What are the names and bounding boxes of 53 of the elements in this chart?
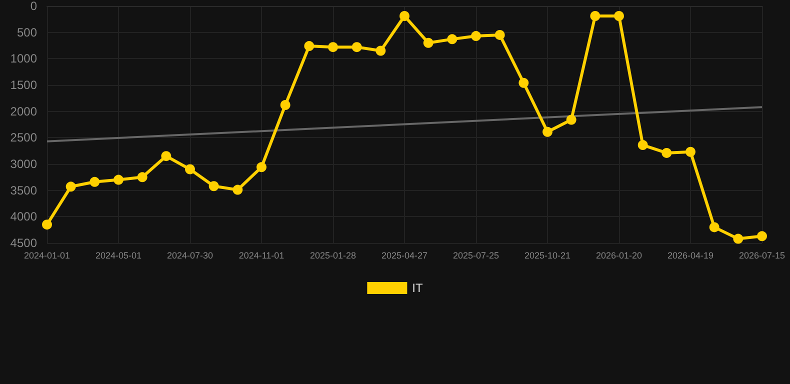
x-tick-label: 2025-01-28 [310, 250, 356, 260]
x-tick-label: 2025-07-25 [452, 250, 500, 260]
point [757, 231, 767, 242]
point [686, 146, 696, 157]
point [638, 140, 648, 150]
point [304, 41, 314, 52]
point [566, 114, 576, 125]
x-tick-label: 2026-04-19 [667, 250, 714, 260]
y-tick-label: 4500 [10, 236, 38, 250]
point [232, 184, 243, 195]
point [328, 42, 338, 52]
point [542, 126, 552, 137]
point [662, 148, 672, 158]
point [423, 38, 434, 48]
x-tick-label: 2024-07-30 [166, 250, 214, 260]
y-tick-label: 1500 [10, 78, 38, 92]
point [66, 182, 76, 192]
x-tick-label: 2026-07-15 [738, 250, 786, 260]
point [280, 100, 290, 110]
point [90, 176, 100, 187]
point [709, 222, 720, 232]
x-tick-label: 2024-05-01 [95, 250, 142, 260]
y-tick-label: 2000 [10, 104, 38, 118]
point [471, 31, 481, 42]
y-tick-label: 2500 [10, 130, 38, 145]
x-tick-label: 2024-11-01 [238, 250, 284, 260]
point [114, 174, 124, 185]
point [494, 30, 505, 40]
point [447, 34, 458, 44]
x-tick-label: 2026-01-20 [596, 250, 642, 260]
x-tick-label: 2024-01-01 [24, 250, 70, 260]
point [614, 11, 624, 22]
point [733, 234, 744, 244]
point [376, 46, 386, 56]
y-tick-label: 0 [30, 0, 38, 13]
point [137, 172, 148, 182]
legend-label: IT [412, 281, 424, 295]
x-tick-label: 2025-04-27 [381, 250, 428, 260]
y-tick-label: 4000 [10, 210, 38, 224]
point [185, 164, 195, 174]
point [208, 181, 219, 192]
x-tick-label: 2025-10-21 [524, 250, 571, 260]
point [256, 162, 266, 172]
point [518, 78, 529, 88]
point [352, 42, 362, 52]
y-tick-label: 3000 [10, 157, 38, 171]
point [161, 151, 172, 162]
y-tick-label: 500 [16, 25, 38, 40]
point [590, 11, 600, 22]
point [400, 11, 410, 22]
y-tick-label: 3500 [10, 183, 38, 198]
point [42, 220, 52, 230]
y-tick-label: 1000 [10, 52, 38, 66]
